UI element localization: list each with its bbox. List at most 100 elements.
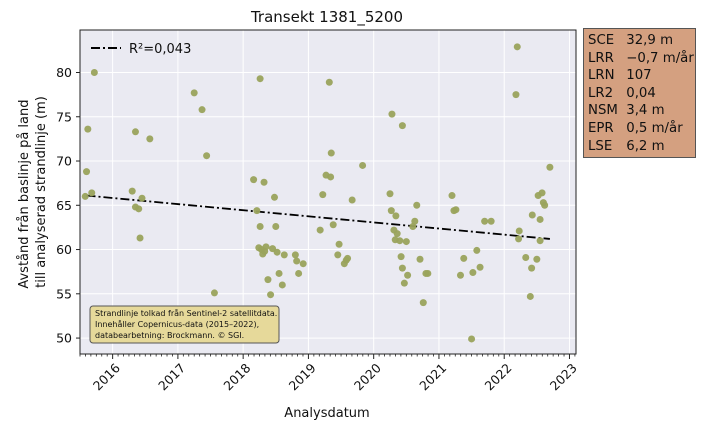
data-point: [262, 243, 270, 251]
data-point: [392, 212, 400, 220]
stat-key: LR2: [588, 85, 614, 101]
y-axis-label-line-1: Avstånd från baslinje på land: [17, 99, 32, 288]
data-point: [473, 246, 481, 254]
data-point: [400, 279, 408, 287]
data-point: [411, 217, 419, 225]
data-point: [476, 263, 484, 271]
data-point: [404, 271, 412, 279]
x-tick-label: 2017: [155, 360, 188, 393]
data-point: [388, 110, 396, 118]
data-point: [416, 255, 424, 263]
data-point: [528, 211, 536, 219]
stat-row-lrn: LRN 107: [588, 67, 695, 85]
data-point: [131, 128, 139, 136]
data-point: [264, 276, 272, 284]
x-tick-label: 2022: [481, 360, 514, 393]
data-point: [398, 264, 406, 272]
legend-label: R²=0,043: [129, 42, 191, 57]
x-tick-label: 2019: [286, 360, 319, 393]
data-point: [419, 299, 427, 307]
data-point: [348, 196, 356, 204]
data-point: [448, 192, 456, 200]
x-axis-label: Analysdatum: [284, 406, 369, 421]
data-point: [136, 234, 144, 242]
stat-value: −0,7 m/år: [626, 50, 694, 66]
y-tick-label: 75: [56, 109, 72, 124]
chart-title: Transekt 1381_5200: [250, 8, 403, 27]
stat-key: NSM: [588, 103, 618, 119]
data-point: [526, 292, 534, 300]
data-point: [278, 281, 286, 289]
stat-key: LRN: [588, 68, 615, 84]
data-point: [135, 205, 143, 213]
trend-layer: [86, 194, 550, 240]
data-point: [190, 89, 198, 97]
data-point: [291, 251, 299, 259]
y-tick-label: 65: [56, 198, 72, 213]
data-point: [522, 254, 530, 262]
x-tick-label: 2020: [351, 360, 384, 393]
data-point: [334, 251, 342, 259]
data-point: [538, 189, 546, 197]
data-point: [468, 335, 476, 343]
data-point: [515, 227, 523, 235]
data-point: [198, 106, 206, 114]
data-point: [398, 122, 406, 130]
svg-text:Strandlinje tolkad från Sentin: Strandlinje tolkad från Sentinel-2 satel…: [95, 308, 280, 340]
data-point: [487, 217, 495, 225]
data-point: [396, 237, 404, 245]
data-point: [316, 226, 324, 234]
data-point: [256, 75, 264, 83]
data-point: [460, 254, 468, 262]
stat-key: LSE: [588, 138, 613, 154]
data-point: [293, 257, 301, 265]
data-point: [481, 217, 489, 225]
y-tick-label: 80: [56, 65, 72, 80]
data-point: [536, 237, 544, 245]
data-point: [533, 255, 541, 263]
data-point: [402, 238, 410, 246]
data-point: [299, 260, 307, 268]
attribution-line-1: Strandlinje tolkad från Sentinel-2 satel…: [95, 308, 277, 318]
data-point: [452, 206, 460, 214]
data-point: [359, 161, 367, 169]
data-point: [210, 289, 218, 297]
data-point: [88, 189, 96, 197]
data-point: [424, 269, 432, 277]
data-point: [327, 173, 335, 181]
attribution-box: Strandlinje tolkad från Sentinel-2 satel…: [89, 305, 280, 344]
data-point: [295, 269, 303, 277]
data-point: [344, 254, 352, 262]
stat-value: 107: [626, 68, 652, 84]
data-point: [325, 78, 333, 86]
data-point: [386, 190, 394, 198]
stat-row-lse: LSE 6,2 m: [588, 138, 695, 156]
stat-value: 3,4 m: [626, 103, 665, 119]
y-tick-label: 50: [56, 331, 72, 346]
data-point: [329, 221, 337, 229]
stat-row-nsm: NSM 3,4 m: [588, 102, 695, 120]
data-point: [90, 68, 98, 76]
data-point: [273, 248, 281, 256]
stat-key: LRR: [588, 50, 614, 66]
stat-row-epr: EPR 0,5 m/år: [588, 120, 695, 138]
y-tick-label: 60: [56, 242, 72, 257]
data-point: [469, 269, 477, 277]
x-tick-labels: 2016 2017 2018 2019 2020 2021 2022 2023: [90, 354, 580, 393]
data-point: [413, 201, 421, 209]
data-point: [515, 235, 523, 243]
data-point: [319, 191, 327, 199]
data-point: [335, 240, 343, 248]
data-point: [512, 91, 520, 99]
data-point: [275, 269, 283, 277]
minor-ticks: [79, 354, 576, 357]
data-point: [270, 193, 278, 201]
attribution-line-3: databearbetning: Brockmann. © SGI.: [95, 331, 244, 340]
data-point: [203, 152, 211, 160]
y-tick-label: 55: [56, 286, 72, 301]
data-point: [546, 163, 554, 171]
data-point: [81, 192, 89, 200]
y-axis-label: Avstånd från baslinje på land till analy…: [17, 95, 49, 288]
stat-row-lrr: LRR −0,7 m/år: [588, 50, 695, 68]
